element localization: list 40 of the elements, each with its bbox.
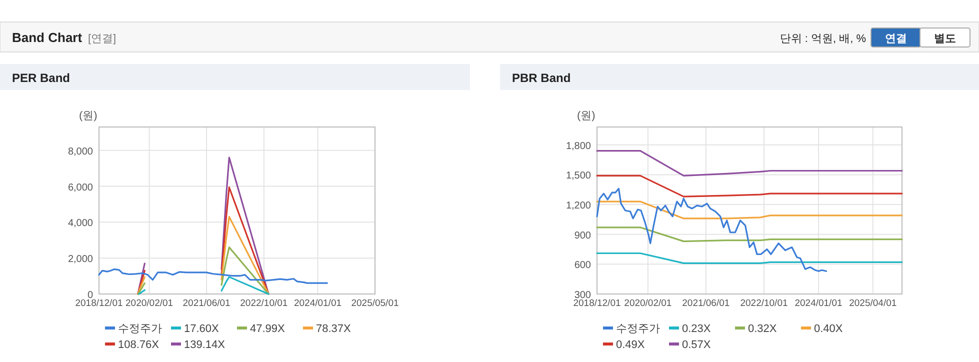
legend-label: 0.32X (748, 323, 778, 335)
x-tick-label: 2020/02/01 (624, 298, 672, 309)
x-tick-label: 2024/01/01 (294, 298, 342, 309)
y-tick-label: 6,000 (68, 182, 94, 194)
y-tick-label: 300 (574, 290, 592, 301)
y-tick-label: 2,000 (68, 254, 94, 266)
header: Band Chart [연결] 단위 : 억원, 배, % 연결 별도 (12, 28, 970, 48)
legend-label: 0.23X (682, 323, 712, 335)
legend-label: 139.14X (184, 339, 226, 351)
y-tick-label: 1,200 (566, 200, 592, 212)
y-tick-label: 1,800 (566, 140, 592, 152)
x-tick-label: 2025/05/01 (351, 298, 399, 309)
legend-label: 0.49X (616, 339, 646, 351)
legend-label: 0.40X (814, 323, 844, 335)
legend-label: 78.37X (316, 323, 352, 335)
x-tick-label: 2018/12/01 (75, 298, 123, 309)
x-tick-label: 2025/04/01 (849, 298, 897, 309)
y-axis-title: (원) (79, 110, 98, 122)
y-tick-label: 1,500 (566, 170, 592, 182)
y-axis-title: (원) (577, 110, 596, 122)
legend-label: 수정주가 (616, 323, 660, 335)
chart-title: PBR Band (512, 71, 571, 85)
y-tick-label: 600 (574, 260, 592, 272)
y-tick-label: 900 (574, 230, 592, 242)
x-tick-label: 2022/10/01 (740, 298, 788, 309)
legend-label: 수정주가 (118, 323, 162, 335)
x-tick-label: 2024/01/01 (794, 298, 842, 309)
x-tick-label: 2022/10/01 (240, 298, 288, 309)
y-tick-label: 4,000 (68, 218, 94, 230)
y-tick-label: 8,000 (68, 146, 94, 158)
x-tick-label: 2021/06/01 (682, 298, 730, 309)
legend-label: 47.99X (250, 323, 286, 335)
legend-label: 17.60X (184, 323, 220, 335)
legend-label: 0.57X (682, 339, 712, 351)
legend-label: 108.76X (118, 339, 160, 351)
chart-title: PER Band (12, 71, 70, 85)
x-tick-label: 2020/02/01 (126, 298, 174, 309)
x-tick-label: 2021/06/01 (182, 298, 230, 309)
y-tick-label: 0 (87, 290, 94, 301)
x-tick-label: 2018/12/01 (573, 298, 621, 309)
